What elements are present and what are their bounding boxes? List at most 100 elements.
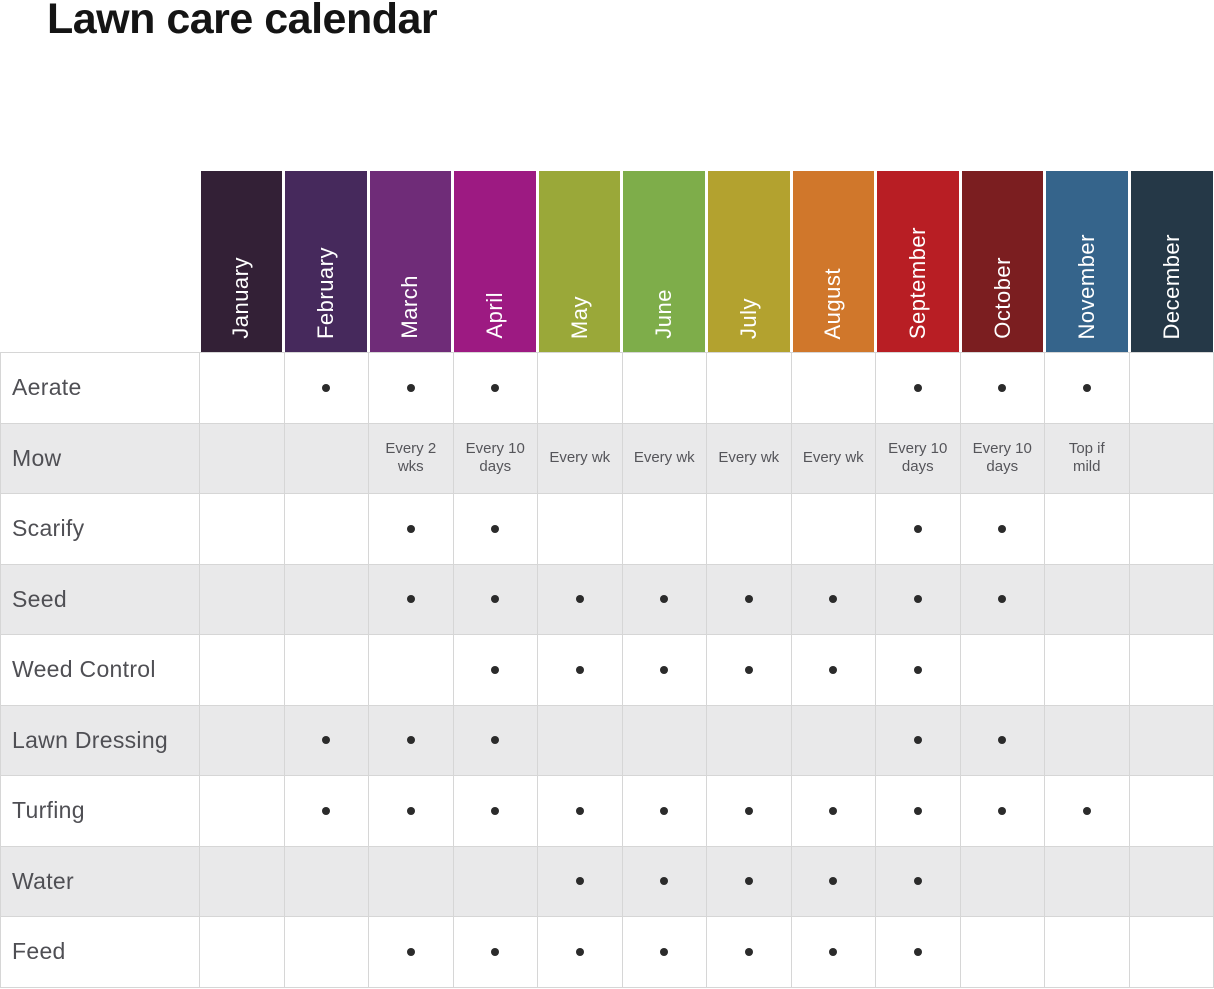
cell-feed-december bbox=[1129, 917, 1214, 988]
dot-marker bbox=[406, 806, 415, 815]
cell-water-july bbox=[707, 846, 792, 917]
cell-note: Every wk bbox=[633, 448, 695, 466]
cell-lawn-dressing-september bbox=[876, 705, 961, 776]
cell-weed-control-august bbox=[791, 635, 876, 706]
dot-marker bbox=[322, 806, 331, 815]
cell-feed-october bbox=[960, 917, 1045, 988]
dot-marker bbox=[829, 665, 838, 674]
cell-scarify-december bbox=[1129, 494, 1214, 565]
month-header-may: May bbox=[538, 171, 621, 352]
cell-mow-may: Every wk bbox=[538, 423, 623, 494]
cell-turfing-may bbox=[538, 776, 623, 847]
cell-water-august bbox=[791, 846, 876, 917]
cell-water-november bbox=[1045, 846, 1130, 917]
row-label-water: Water bbox=[1, 846, 200, 917]
cell-mow-january bbox=[200, 423, 285, 494]
cell-aerate-october bbox=[960, 353, 1045, 424]
cell-weed-control-october bbox=[960, 635, 1045, 706]
month-header-january: January bbox=[200, 171, 283, 352]
cell-turfing-february bbox=[284, 776, 369, 847]
lawn-care-calendar-table: January February March April May June July Augu… bbox=[0, 171, 1214, 988]
cell-seed-january bbox=[200, 564, 285, 635]
dot-marker bbox=[322, 736, 331, 745]
cell-scarify-may bbox=[538, 494, 623, 565]
row-label-aerate: Aerate bbox=[1, 353, 200, 424]
dot-marker bbox=[998, 736, 1007, 745]
cell-scarify-february bbox=[284, 494, 369, 565]
dot-marker bbox=[913, 665, 922, 674]
cell-note: Every 2 wks bbox=[385, 439, 437, 476]
cell-water-march bbox=[369, 846, 454, 917]
cell-mow-november: Top if mild bbox=[1045, 423, 1130, 494]
dot-marker bbox=[744, 665, 753, 674]
month-header-february: February bbox=[285, 171, 367, 352]
cell-note: Every wk bbox=[549, 448, 611, 466]
dot-marker bbox=[829, 595, 838, 604]
cell-water-december bbox=[1129, 846, 1214, 917]
cell-seed-july bbox=[707, 564, 792, 635]
month-label: August bbox=[820, 267, 846, 340]
cell-seed-june bbox=[622, 564, 707, 635]
dot-marker bbox=[913, 736, 922, 745]
cell-feed-july bbox=[707, 917, 792, 988]
cell-turfing-december bbox=[1129, 776, 1214, 847]
cell-weed-control-september bbox=[876, 635, 961, 706]
row-label-turfing: Turfing bbox=[1, 776, 200, 847]
cell-feed-september bbox=[876, 917, 961, 988]
cell-weed-control-february bbox=[284, 635, 369, 706]
cell-scarify-january bbox=[200, 494, 285, 565]
dot-marker bbox=[491, 665, 500, 674]
cell-turfing-august bbox=[791, 776, 876, 847]
cell-scarify-august bbox=[791, 494, 876, 565]
cell-scarify-march bbox=[369, 494, 454, 565]
cell-lawn-dressing-april bbox=[453, 705, 538, 776]
dot-marker bbox=[1082, 806, 1091, 815]
cell-turfing-march bbox=[369, 776, 454, 847]
month-label: July bbox=[735, 297, 761, 339]
cell-mow-march: Every 2 wks bbox=[369, 423, 454, 494]
cell-note: Every wk bbox=[718, 448, 780, 466]
row-label-feed: Feed bbox=[1, 917, 200, 988]
dot-marker bbox=[913, 877, 922, 886]
month-header-april: April bbox=[454, 171, 536, 352]
dot-marker bbox=[660, 665, 669, 674]
cell-seed-march bbox=[369, 564, 454, 635]
dot-marker bbox=[744, 806, 753, 815]
cell-feed-august bbox=[791, 917, 876, 988]
cell-aerate-may bbox=[538, 353, 623, 424]
month-label: April bbox=[482, 292, 508, 339]
cell-weed-control-may bbox=[538, 635, 623, 706]
month-header-august: August bbox=[792, 171, 875, 352]
dot-marker bbox=[491, 383, 500, 392]
cell-weed-control-july bbox=[707, 635, 792, 706]
month-header-november: November bbox=[1046, 171, 1128, 352]
dot-marker bbox=[998, 524, 1007, 533]
row-label-scarify: Scarify bbox=[1, 494, 200, 565]
cell-mow-august: Every wk bbox=[791, 423, 876, 494]
dot-marker bbox=[406, 383, 415, 392]
dot-marker bbox=[491, 947, 500, 956]
cell-aerate-march bbox=[369, 353, 454, 424]
dot-marker bbox=[491, 595, 500, 604]
month-label: December bbox=[1158, 233, 1184, 339]
cell-feed-may bbox=[538, 917, 623, 988]
cell-aerate-january bbox=[200, 353, 285, 424]
dot-marker bbox=[491, 736, 500, 745]
month-label: March bbox=[397, 275, 423, 339]
cell-scarify-october bbox=[960, 494, 1045, 565]
dot-marker bbox=[491, 806, 500, 815]
cell-scarify-november bbox=[1045, 494, 1130, 565]
dot-marker bbox=[829, 947, 838, 956]
cell-water-may bbox=[538, 846, 623, 917]
month-label: February bbox=[312, 246, 338, 339]
month-header-june: June bbox=[623, 171, 705, 352]
cell-water-october bbox=[960, 846, 1045, 917]
cell-mow-april: Every 10 days bbox=[453, 423, 538, 494]
page-title: Lawn care calendar bbox=[47, 0, 438, 43]
cell-weed-control-april bbox=[453, 635, 538, 706]
month-label: September bbox=[904, 226, 930, 339]
cell-seed-november bbox=[1045, 564, 1130, 635]
cell-seed-september bbox=[876, 564, 961, 635]
dot-marker bbox=[1082, 383, 1091, 392]
